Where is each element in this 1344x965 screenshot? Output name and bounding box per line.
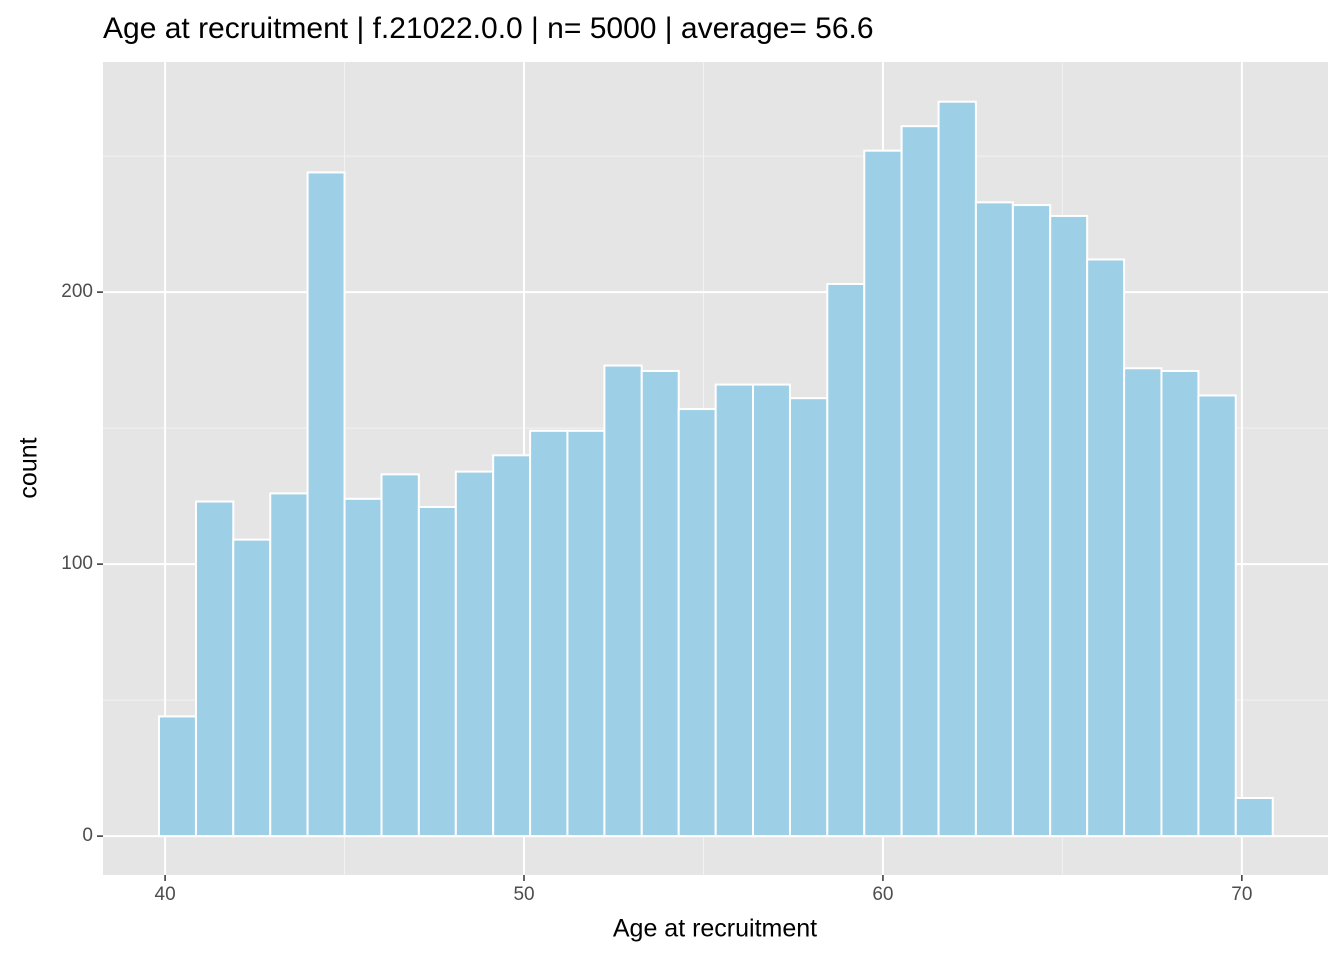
bar xyxy=(863,149,903,838)
bar xyxy=(677,408,717,838)
bar xyxy=(454,470,495,838)
bar xyxy=(1123,367,1163,838)
bar xyxy=(1160,369,1200,838)
bar xyxy=(380,473,420,838)
y-axis-label: count xyxy=(15,437,43,498)
bar xyxy=(937,100,977,838)
bar xyxy=(752,383,791,838)
bar xyxy=(1011,204,1052,838)
bar xyxy=(1234,797,1274,838)
bar xyxy=(194,500,235,838)
bar xyxy=(269,492,309,838)
y-tick-label: 0 xyxy=(82,825,93,846)
bar xyxy=(343,497,383,838)
y-tick-label: 100 xyxy=(61,553,93,574)
bar xyxy=(826,282,866,838)
bar xyxy=(714,383,755,838)
bar xyxy=(603,364,643,838)
bar xyxy=(1086,258,1126,838)
x-axis-label: Age at recruitment xyxy=(613,915,817,943)
x-tick-label: 40 xyxy=(155,884,176,905)
bar xyxy=(492,454,532,838)
bar xyxy=(306,171,346,838)
bar xyxy=(974,201,1014,838)
bar xyxy=(529,429,569,838)
bar xyxy=(1197,394,1237,838)
bar xyxy=(417,505,457,838)
bar xyxy=(232,538,272,838)
bar xyxy=(157,715,197,838)
bar xyxy=(566,429,606,838)
bar xyxy=(640,369,680,838)
x-tick-label: 70 xyxy=(1231,884,1252,905)
x-tick-label: 60 xyxy=(872,884,893,905)
y-tick-label: 200 xyxy=(61,281,93,302)
bar xyxy=(788,397,829,838)
chart-title: Age at recruitment | f.21022.0.0 | n= 50… xyxy=(103,12,874,45)
x-tick-label: 50 xyxy=(513,884,534,905)
bar xyxy=(1049,214,1089,838)
bar xyxy=(900,125,940,838)
